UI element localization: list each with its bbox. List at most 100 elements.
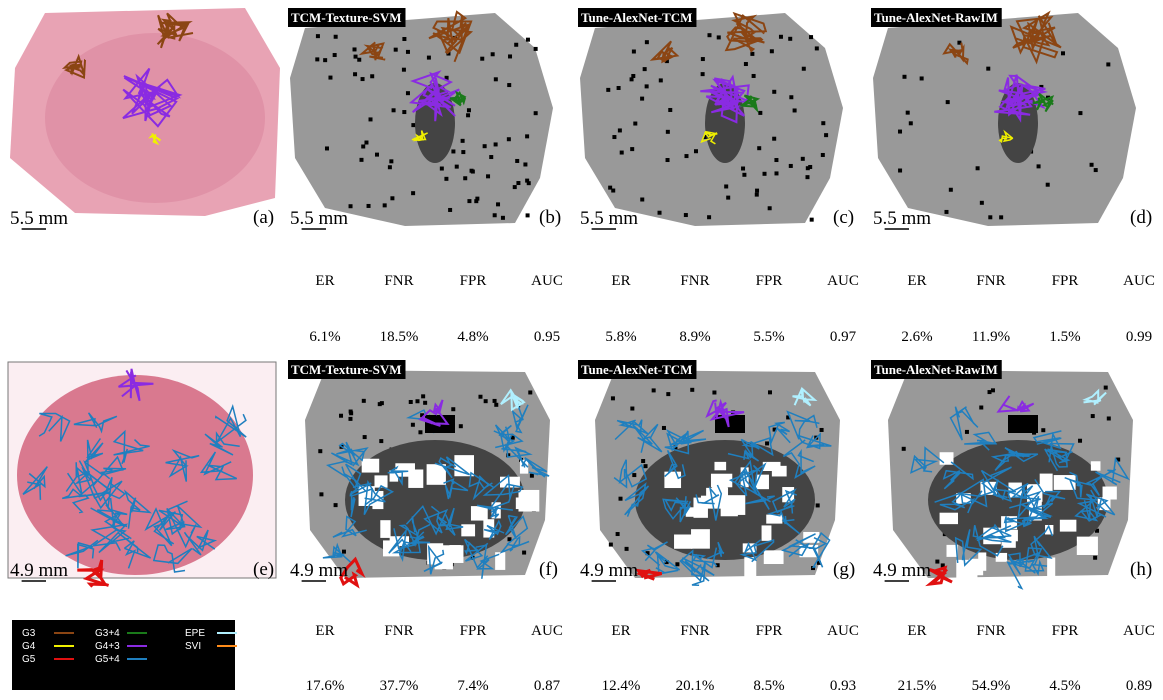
benign-patch bbox=[1091, 461, 1101, 470]
scale-bar-label: 4.9 mm bbox=[10, 560, 68, 581]
false-positive bbox=[935, 560, 939, 564]
legend-label: G5 bbox=[22, 654, 36, 665]
metric-value: 0.89 bbox=[1126, 678, 1152, 694]
metric-header: FPR bbox=[460, 623, 487, 639]
false-positive bbox=[415, 399, 419, 403]
false-positive bbox=[616, 532, 620, 536]
false-positive bbox=[379, 439, 383, 443]
false-positive bbox=[946, 100, 950, 104]
false-positive bbox=[528, 390, 532, 394]
metric-header: ER bbox=[907, 273, 926, 289]
false-positive bbox=[526, 38, 530, 42]
metric-header: FNR bbox=[384, 623, 413, 639]
metric-value: 5.5% bbox=[753, 329, 784, 345]
probability-map bbox=[888, 370, 1133, 588]
metric-value: 20.1% bbox=[676, 678, 715, 694]
panel-label: (f) bbox=[539, 559, 558, 580]
false-positive bbox=[325, 146, 329, 150]
false-positive bbox=[514, 43, 518, 47]
false-positive bbox=[988, 215, 992, 219]
histology-image bbox=[8, 362, 276, 587]
false-positive bbox=[418, 430, 422, 434]
false-positive bbox=[1093, 556, 1097, 560]
benign-patch bbox=[764, 550, 784, 564]
false-positive bbox=[483, 144, 487, 148]
false-positive bbox=[768, 390, 772, 394]
false-positive bbox=[334, 503, 338, 507]
false-positive bbox=[701, 57, 705, 61]
false-positive bbox=[369, 117, 373, 121]
false-positive bbox=[357, 58, 361, 62]
metric-value: 1.5% bbox=[1049, 329, 1080, 345]
false-positive bbox=[342, 550, 346, 554]
benign-patch bbox=[1047, 558, 1055, 577]
false-positive bbox=[789, 95, 793, 99]
probability-map bbox=[595, 370, 840, 585]
false-positive bbox=[632, 473, 636, 477]
false-positive bbox=[630, 407, 634, 411]
false-positive bbox=[348, 417, 352, 421]
false-positive bbox=[675, 562, 679, 566]
false-positive bbox=[815, 46, 819, 50]
false-positive bbox=[411, 423, 415, 427]
false-positive bbox=[991, 388, 995, 392]
metric-value: 12.4% bbox=[602, 678, 641, 694]
false-positive bbox=[898, 130, 902, 134]
false-positive bbox=[809, 35, 813, 39]
false-positive bbox=[318, 449, 322, 453]
false-positive bbox=[467, 199, 471, 203]
false-positive bbox=[411, 191, 415, 195]
metric-value: 8.9% bbox=[679, 329, 710, 345]
false-positive bbox=[712, 391, 716, 395]
false-positive bbox=[470, 169, 474, 173]
benign-patch bbox=[674, 534, 692, 548]
metric-value: 7.4% bbox=[457, 678, 488, 694]
false-positive bbox=[354, 55, 358, 59]
false-positive bbox=[810, 218, 814, 222]
false-positive bbox=[612, 135, 616, 139]
false-positive bbox=[632, 50, 636, 54]
false-positive bbox=[821, 121, 825, 125]
false-positive bbox=[389, 159, 393, 163]
false-positive bbox=[707, 33, 711, 37]
scale-bar-label: 5.5 mm bbox=[290, 208, 348, 229]
false-positive bbox=[717, 35, 721, 39]
metric-value: 6.1% bbox=[309, 329, 340, 345]
false-positive bbox=[902, 75, 906, 79]
false-positive bbox=[658, 211, 662, 215]
legend-label: G5+4 bbox=[95, 654, 120, 665]
false-positive bbox=[788, 37, 792, 41]
false-positive bbox=[821, 153, 825, 157]
metric-value: 0.87 bbox=[534, 678, 561, 694]
false-positive bbox=[480, 57, 484, 61]
false-positive bbox=[494, 77, 498, 81]
false-positive bbox=[986, 67, 990, 71]
probability-map bbox=[305, 370, 550, 585]
false-positive bbox=[631, 74, 635, 78]
false-positive bbox=[779, 35, 783, 39]
false-positive bbox=[383, 203, 387, 207]
false-positive bbox=[606, 88, 610, 92]
false-positive bbox=[684, 154, 688, 158]
false-positive bbox=[361, 144, 365, 148]
false-positive bbox=[768, 206, 772, 210]
false-positive bbox=[1104, 386, 1108, 390]
false-positive bbox=[949, 188, 953, 192]
scale-bar-label: 5.5 mm bbox=[580, 208, 638, 229]
false-positive bbox=[466, 113, 470, 117]
false-positive bbox=[611, 396, 615, 400]
false-positive bbox=[1037, 164, 1041, 168]
panel-label: (d) bbox=[1130, 207, 1152, 228]
false-positive bbox=[802, 67, 806, 71]
benign-patch bbox=[691, 529, 710, 548]
false-positive bbox=[375, 153, 379, 157]
false-positive bbox=[644, 464, 648, 468]
false-positive bbox=[370, 74, 374, 78]
false-positive bbox=[617, 86, 621, 90]
benign-patch bbox=[362, 459, 379, 473]
false-positive bbox=[640, 97, 644, 101]
false-positive bbox=[774, 171, 778, 175]
dark-region bbox=[1008, 415, 1038, 433]
false-positive bbox=[820, 428, 824, 432]
metric-value: 21.5% bbox=[898, 678, 937, 694]
